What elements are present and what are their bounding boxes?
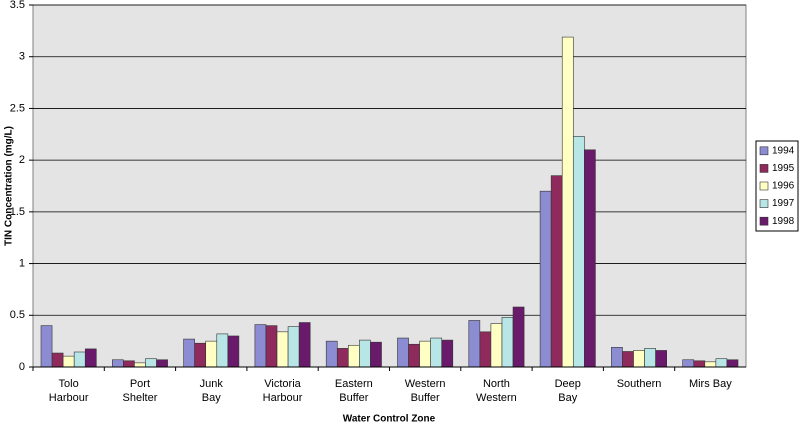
bar	[276, 331, 289, 368]
bar	[644, 348, 656, 368]
bar	[134, 362, 146, 368]
bar	[419, 340, 431, 368]
bar	[512, 306, 525, 368]
y-tick-label: 3.5	[10, 0, 25, 11]
bar	[359, 339, 371, 368]
y-tick-label: 1	[19, 257, 25, 269]
bar	[287, 326, 300, 368]
bar	[145, 358, 157, 368]
bar	[479, 331, 492, 368]
bar	[715, 358, 728, 368]
y-tick-label: 2.5	[10, 102, 25, 114]
legend-label: 1994	[772, 145, 795, 156]
y-tick-label: 0	[19, 361, 25, 373]
legend-swatch	[759, 181, 769, 191]
bar	[227, 335, 240, 368]
x-tick-label: Mirs Bay	[688, 378, 732, 390]
bar	[348, 344, 360, 368]
bar	[156, 359, 168, 368]
legend-label: 1995	[772, 163, 795, 174]
bar	[622, 351, 634, 368]
bar	[550, 175, 563, 368]
legend-swatch	[759, 146, 769, 156]
bar	[298, 322, 311, 368]
bar	[336, 348, 349, 368]
bar	[40, 325, 53, 368]
bar	[397, 337, 409, 368]
bar	[370, 341, 382, 368]
bar	[408, 343, 420, 368]
bar	[693, 360, 706, 368]
bar	[584, 149, 596, 368]
bar	[112, 359, 124, 368]
bar	[216, 333, 229, 368]
bar	[682, 359, 695, 368]
x-tick-label: Junk Bay	[199, 378, 223, 404]
y-tick-label: 1.5	[10, 206, 25, 218]
y-tick-label: 0.5	[10, 309, 25, 321]
bar	[123, 360, 135, 368]
bar	[726, 359, 739, 368]
bar	[561, 36, 574, 368]
bar	[51, 352, 64, 368]
legend-label: 1998	[772, 216, 795, 227]
legend-swatch	[759, 199, 769, 208]
bar	[611, 347, 623, 368]
bar	[441, 339, 454, 368]
bar	[490, 323, 503, 368]
bar	[539, 190, 552, 368]
bar	[325, 340, 338, 368]
y-tick-label: 2	[19, 154, 25, 166]
bar	[62, 355, 75, 368]
bar	[84, 348, 97, 368]
x-tick-label: Deep Bay	[554, 378, 581, 404]
x-tick-label: Western Buffer	[404, 378, 446, 404]
x-tick-label: Tolo Harbour	[48, 378, 89, 404]
plot-area	[32, 4, 747, 368]
bar	[501, 317, 514, 368]
bar	[468, 320, 481, 368]
legend-label: 1997	[772, 198, 795, 209]
x-tick-label: Southern	[616, 378, 662, 390]
bar	[265, 325, 278, 368]
bar	[704, 361, 717, 368]
x-tick-label: Eastern Buffer	[334, 378, 373, 404]
bar	[633, 350, 645, 368]
bar	[655, 350, 668, 368]
x-tick-label: Port Shelter	[122, 378, 158, 404]
y-tick-label: 3	[19, 51, 25, 63]
x-axis-title: Water Control Zone	[343, 414, 436, 424]
y-axis-title: TIN Concentration (mg/L)	[4, 126, 15, 246]
bar	[572, 136, 585, 368]
bar	[73, 351, 86, 368]
bar	[254, 324, 267, 368]
legend-swatch	[759, 164, 769, 173]
legend-swatch	[759, 216, 769, 226]
bar	[205, 340, 218, 368]
bar	[183, 338, 195, 368]
x-tick-label: North Western	[476, 378, 517, 404]
bar	[430, 337, 443, 368]
legend-label: 1996	[772, 181, 795, 192]
x-tick-label: Victoria Harbour	[262, 378, 303, 404]
bar	[194, 342, 207, 368]
